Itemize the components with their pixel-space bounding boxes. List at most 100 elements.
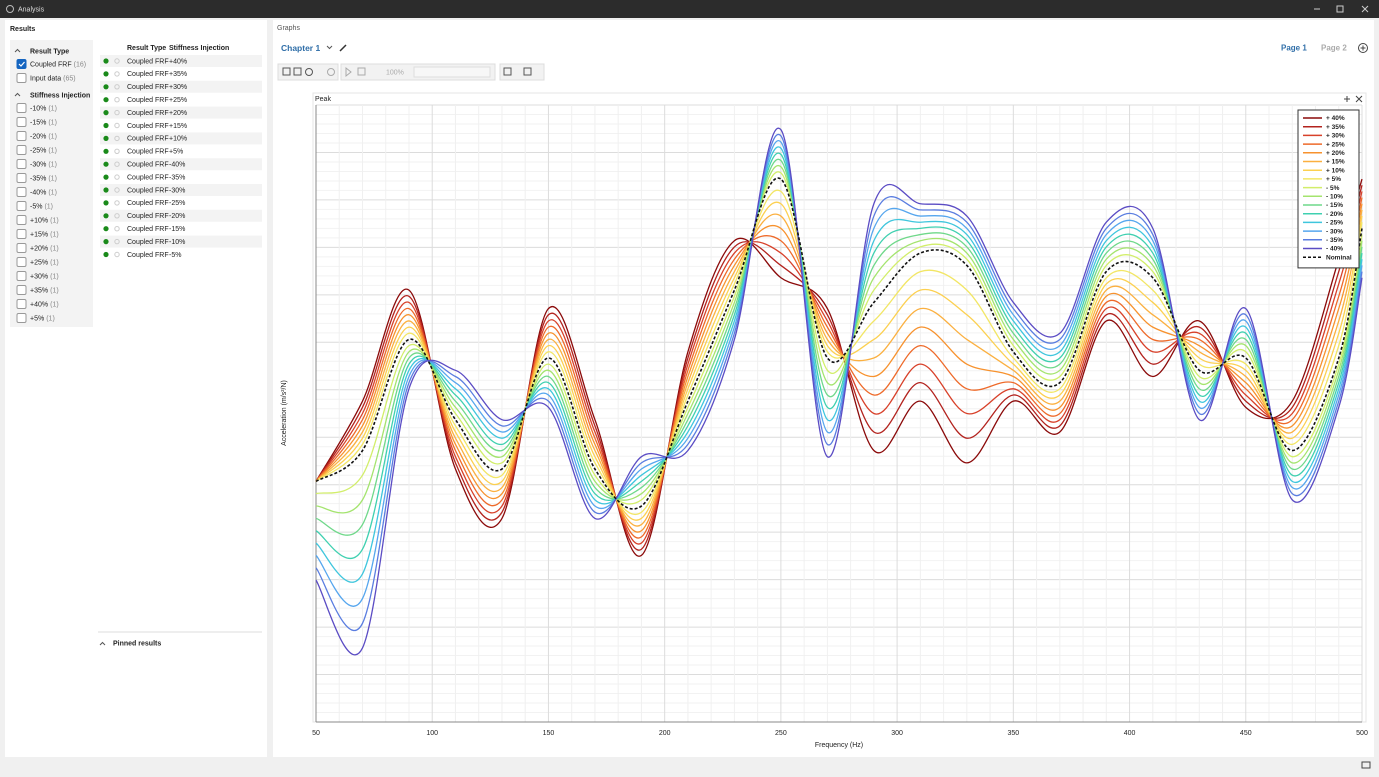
edit-icon[interactable] (339, 44, 347, 52)
pin-icon[interactable] (114, 200, 120, 206)
tool-slider[interactable] (413, 66, 491, 78)
legend-label[interactable]: - 40% (1326, 246, 1343, 253)
checkbox[interactable] (16, 285, 27, 295)
zoom-level[interactable]: 100% (386, 69, 404, 76)
legend-label[interactable]: - 25% (1326, 220, 1343, 227)
pin-icon[interactable] (114, 84, 120, 90)
checkbox[interactable] (16, 131, 27, 141)
filter-label[interactable]: +35% (30, 287, 48, 294)
table-cell[interactable]: Coupled FRF (127, 213, 169, 220)
table-cell[interactable]: -30% (169, 187, 185, 194)
checkbox[interactable] (16, 173, 27, 183)
chapter-dropdown[interactable] (326, 45, 333, 50)
table-cell[interactable]: +40% (169, 58, 187, 65)
legend-label[interactable]: - 35% (1326, 237, 1343, 244)
checkbox[interactable] (16, 59, 27, 69)
tool-select[interactable] (282, 67, 291, 76)
tool-play[interactable] (345, 66, 352, 78)
legend-label[interactable]: - 30% (1326, 228, 1343, 235)
table-cell[interactable]: Coupled FRF (127, 187, 169, 194)
pin-icon[interactable] (114, 71, 120, 77)
legend-label[interactable]: - 10% (1326, 194, 1343, 201)
page-tab[interactable]: Page 2 (1321, 44, 1347, 53)
pin-icon[interactable] (114, 109, 120, 116)
table-cell[interactable]: -15% (169, 226, 185, 233)
pin-icon[interactable] (114, 97, 120, 103)
chapter-title[interactable]: Chapter 1 (281, 43, 320, 53)
table-cell[interactable]: +30% (169, 84, 187, 91)
pin-icon[interactable] (114, 58, 120, 64)
filter-label[interactable]: Coupled FRF (30, 61, 72, 68)
chart-add[interactable] (1344, 96, 1350, 102)
pin-icon[interactable] (114, 238, 120, 245)
filter-label[interactable]: +20% (30, 245, 48, 252)
filter-label[interactable]: +25% (30, 259, 48, 266)
table-cell[interactable]: +20% (169, 110, 187, 117)
chevron[interactable] (14, 92, 21, 97)
checkbox[interactable] (16, 103, 27, 113)
tool-layout[interactable] (523, 67, 532, 76)
checkbox[interactable] (16, 257, 27, 267)
table-cell[interactable]: +10% (169, 136, 187, 143)
pin-icon[interactable] (114, 251, 120, 258)
chevron[interactable] (99, 641, 106, 646)
filter-label[interactable]: +10% (30, 217, 48, 224)
pin-icon[interactable] (114, 135, 120, 142)
filter-label[interactable]: -40% (30, 189, 46, 196)
tool-zoom[interactable] (293, 67, 302, 76)
table-cell[interactable]: Coupled FRF (127, 252, 169, 259)
filter-label[interactable]: -10% (30, 105, 46, 112)
tool-link[interactable] (305, 68, 313, 76)
checkbox[interactable] (16, 145, 27, 155)
legend-label[interactable]: - 20% (1326, 211, 1343, 218)
legend-label[interactable]: + 20% (1326, 150, 1345, 157)
table-cell[interactable]: Coupled FRF (127, 84, 169, 91)
checkbox[interactable] (16, 299, 27, 309)
tool-stop[interactable] (357, 67, 366, 76)
legend-label[interactable]: - 5% (1326, 185, 1340, 192)
table-cell[interactable]: -5% (169, 252, 181, 259)
checkbox[interactable] (16, 243, 27, 253)
table-cell[interactable]: Coupled FRF (127, 239, 169, 246)
pin-icon[interactable] (114, 226, 120, 232)
checkbox[interactable] (16, 159, 27, 169)
table-cell[interactable]: -10% (169, 239, 185, 246)
filter-label[interactable]: +15% (30, 231, 48, 238)
table-cell[interactable]: Coupled FRF (127, 174, 169, 181)
table-cell[interactable]: +25% (169, 97, 187, 104)
page-tab[interactable]: Page 1 (1281, 44, 1307, 53)
tool-export[interactable] (503, 67, 512, 76)
legend-label[interactable]: + 10% (1326, 167, 1345, 174)
maximize[interactable] (1336, 5, 1344, 13)
pin-icon[interactable] (114, 213, 120, 219)
table-cell[interactable]: Coupled FRF (127, 136, 169, 143)
filter-label[interactable]: -5% (30, 203, 42, 210)
legend-label[interactable]: + 15% (1326, 159, 1345, 166)
filter-label[interactable]: +5% (30, 315, 44, 322)
chat-icon[interactable] (1361, 761, 1371, 769)
pin-icon[interactable] (114, 161, 120, 167)
pin-icon[interactable] (114, 187, 120, 193)
table-cell[interactable]: -35% (169, 174, 185, 181)
checkbox[interactable] (16, 229, 27, 239)
filter-label[interactable]: -20% (30, 133, 46, 140)
table-cell[interactable]: Coupled FRF (127, 226, 169, 233)
table-cell[interactable]: +15% (169, 123, 187, 130)
pin-icon[interactable] (114, 148, 120, 155)
close[interactable] (1361, 5, 1369, 13)
checkbox[interactable] (16, 201, 27, 211)
table-cell[interactable]: Coupled FRF (127, 149, 169, 156)
checkbox[interactable] (16, 117, 27, 127)
filter-label[interactable]: -25% (30, 147, 46, 154)
table-cell[interactable]: Coupled FRF (127, 58, 169, 65)
filter-label[interactable]: Input data (30, 75, 61, 82)
table-cell[interactable]: Coupled FRF (127, 97, 169, 104)
legend-label[interactable]: + 35% (1326, 124, 1345, 131)
filter-label[interactable]: +30% (30, 273, 48, 280)
table-cell[interactable]: -20% (169, 213, 185, 220)
pin-icon[interactable] (114, 174, 120, 180)
filter-label[interactable]: -35% (30, 175, 46, 182)
table-cell[interactable]: Coupled FRF (127, 200, 169, 207)
add-page[interactable] (1358, 43, 1368, 53)
checkbox[interactable] (16, 187, 27, 197)
